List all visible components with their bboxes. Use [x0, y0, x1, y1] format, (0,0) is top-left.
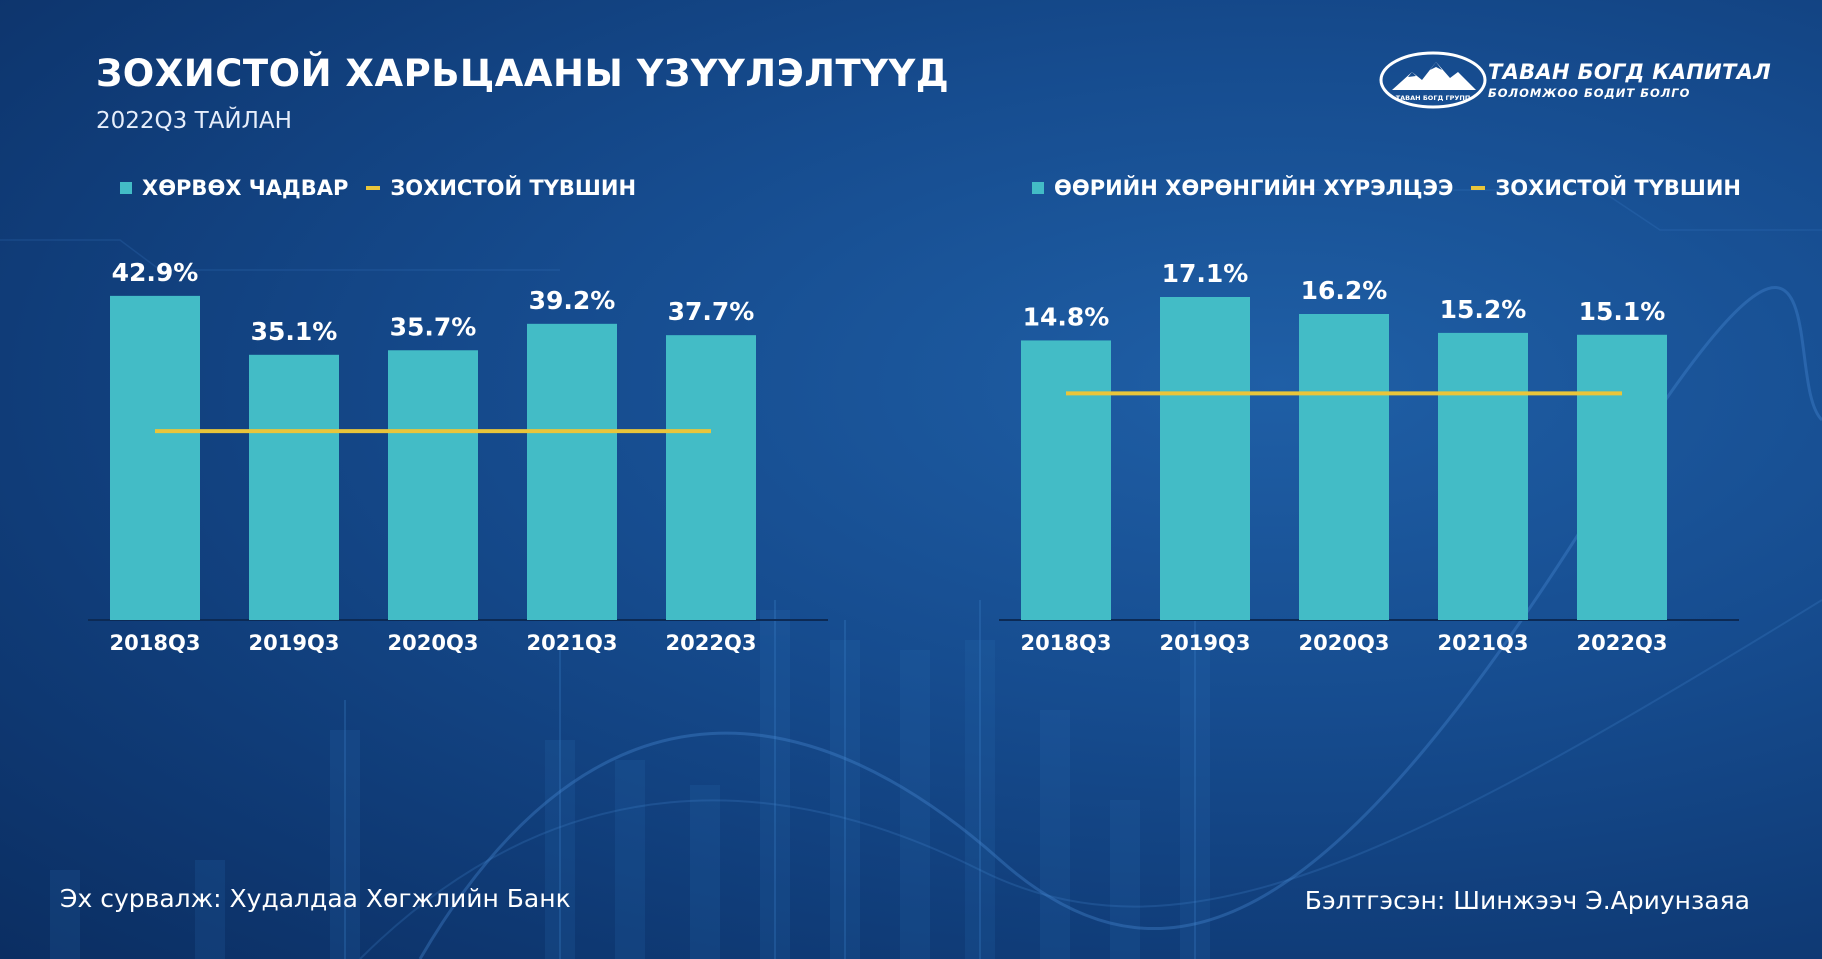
data-label-2020Q3: 35.7%	[390, 312, 477, 341]
mountain-logo-icon: ТАВАН БОГД ГРУПП	[1379, 51, 1487, 109]
data-label-2022Q3: 37.7%	[668, 297, 755, 326]
x-tick-label-2019Q3: 2019Q3	[249, 631, 340, 655]
legend-swatch-bar	[1032, 182, 1044, 194]
x-tick-label-2018Q3: 2018Q3	[110, 631, 201, 655]
logo-emblem-text: ТАВАН БОГД ГРУПП	[1396, 94, 1471, 102]
legend-label-bar: ХӨРВӨХ ЧАДВАР	[142, 176, 349, 200]
source-note: Эх сурвалж: Худалдаа Хөгжлийн Банк	[60, 884, 571, 913]
legend-label-bar: ӨӨРИЙН ХӨРӨНГИЙН ХҮРЭЛЦЭЭ	[1054, 176, 1454, 200]
data-label-2020Q3: 16.2%	[1301, 276, 1388, 305]
bar-2018Q3	[1021, 340, 1111, 620]
page-title: ЗОХИСТОЙ ХАРЬЦААНЫ ҮЗҮҮЛЭЛТҮҮД	[96, 52, 950, 95]
legend-item-bar: ӨӨРИЙН ХӨРӨНГИЙН ХҮРЭЛЦЭЭ	[1032, 176, 1453, 200]
x-tick-label-2018Q3: 2018Q3	[1021, 631, 1112, 655]
data-label-2018Q3: 14.8%	[1023, 302, 1110, 331]
data-label-2019Q3: 17.1%	[1162, 259, 1249, 288]
legend-item-threshold: ЗОХИСТОЙ ТҮВШИН	[1471, 176, 1741, 200]
liquidity-ratio-chart: 42.9% 2018Q3 35.1% 2019Q3 35.7% 2020Q3 39.2% 20…	[88, 258, 828, 655]
data-label-2021Q3: 39.2%	[529, 286, 616, 315]
bar-2021Q3	[527, 323, 617, 620]
logo-company-name: ТАВАН БОГД КАПИТАЛ	[1488, 60, 1771, 84]
x-tick-label-2019Q3: 2019Q3	[1160, 631, 1251, 655]
legend-swatch-threshold	[1471, 186, 1486, 190]
data-label-2018Q3: 42.9%	[112, 258, 199, 287]
x-tick-label-2020Q3: 2020Q3	[388, 631, 479, 655]
x-tick-label-2020Q3: 2020Q3	[1299, 631, 1390, 655]
legend-swatch-threshold	[366, 186, 381, 190]
x-tick-label-2021Q3: 2021Q3	[527, 631, 618, 655]
bar-2022Q3	[1577, 334, 1667, 620]
bar-2022Q3	[666, 335, 756, 620]
x-tick-label-2022Q3: 2022Q3	[666, 631, 757, 655]
capital-adequacy-chart: 14.8% 2018Q3 17.1% 2019Q3 16.2% 2020Q3 15.2% 20…	[999, 259, 1739, 655]
bar-2018Q3	[110, 295, 200, 620]
bar-2021Q3	[1438, 332, 1528, 620]
legend-label-threshold: ЗОХИСТОЙ ТҮВШИН	[1495, 176, 1742, 200]
legend-left-chart: ХӨРВӨХ ЧАДВАР ЗОХИСТОЙ ТҮВШИН	[120, 176, 654, 200]
bar-2019Q3	[249, 354, 339, 620]
logo-tagline: БОЛОМЖОО БОДИТ БОЛГО	[1488, 86, 1691, 100]
legend-right-chart: ӨӨРИЙН ХӨРӨНГИЙН ХҮРЭЛЦЭЭ ЗОХИСТОЙ ТҮВШИ…	[1032, 176, 1759, 200]
bar-2020Q3	[1299, 314, 1389, 620]
company-logo: ТАВАН БОГД ГРУПП ТАВАН БОГД КАПИТАЛ БОЛО…	[1378, 50, 1771, 112]
report-subtitle: 2022Q3 ТАЙЛАН	[96, 108, 292, 134]
legend-label-threshold: ЗОХИСТОЙ ТҮВШИН	[390, 176, 637, 200]
bar-2020Q3	[388, 350, 478, 620]
bar-2019Q3	[1160, 297, 1250, 620]
legend-item-bar: ХӨРВӨХ ЧАДВАР	[120, 176, 348, 200]
legend-item-threshold: ЗОХИСТОЙ ТҮВШИН	[366, 176, 636, 200]
legend-swatch-bar	[120, 182, 132, 194]
x-tick-label-2021Q3: 2021Q3	[1438, 631, 1529, 655]
x-tick-label-2022Q3: 2022Q3	[1577, 631, 1668, 655]
prepared-by-note: Бэлтгэсэн: Шинжээч Э.Ариунзаяа	[1304, 886, 1750, 915]
data-label-2021Q3: 15.2%	[1440, 295, 1527, 324]
data-label-2019Q3: 35.1%	[251, 317, 338, 346]
data-label-2022Q3: 15.1%	[1579, 297, 1666, 326]
